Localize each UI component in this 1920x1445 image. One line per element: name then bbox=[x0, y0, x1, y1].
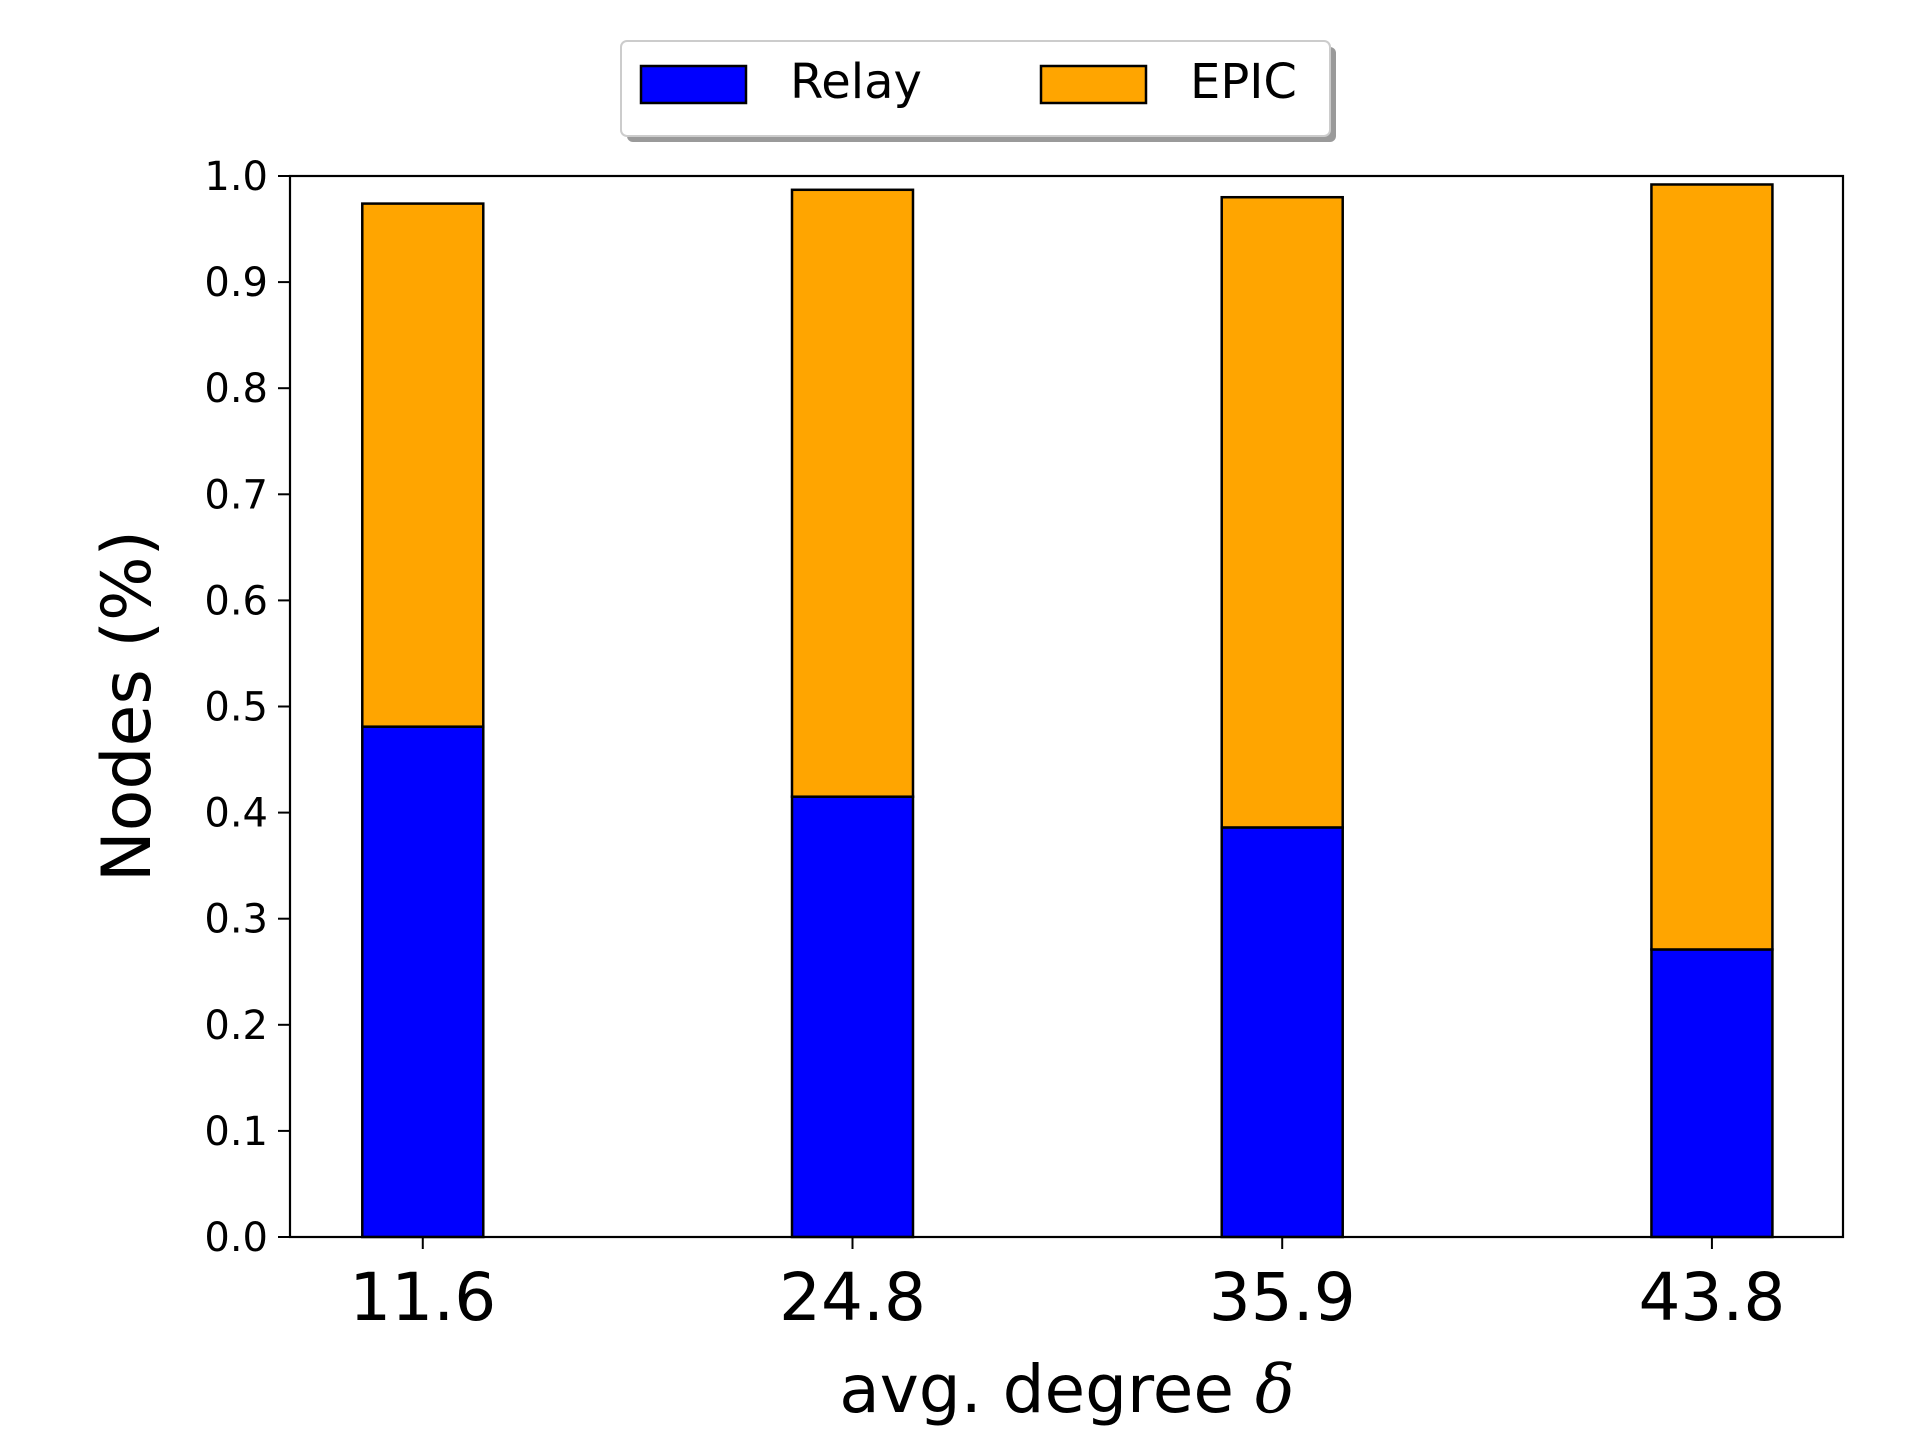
y-tick-label: 0.4 bbox=[204, 791, 268, 837]
y-axis-label: Nodes (%) bbox=[88, 530, 167, 882]
y-axis: 0.0 0.1 0.2 0.3 0.4 0.5 0.6 0.7 0.8 0.9 1.0 bbox=[204, 154, 290, 1261]
legend-label-relay: Relay bbox=[790, 54, 922, 110]
bar-epic-1 bbox=[361, 202, 485, 728]
x-axis: 11.6 24.8 35.9 43.8 bbox=[349, 1237, 1785, 1336]
bar-relay-3 bbox=[1220, 826, 1344, 1239]
x-tick-label: 35.9 bbox=[1209, 1259, 1356, 1336]
bar-relay-4 bbox=[1650, 948, 1774, 1239]
bar-relay-1 bbox=[361, 725, 485, 1239]
y-tick-label: 0.3 bbox=[204, 897, 268, 943]
x-tick-label: 24.8 bbox=[779, 1259, 926, 1336]
y-tick-label: 0.7 bbox=[204, 472, 268, 518]
y-tick-label: 0.9 bbox=[204, 260, 268, 306]
bar-epic-4 bbox=[1650, 183, 1774, 951]
y-tick-label: 0.1 bbox=[204, 1109, 268, 1155]
bar-epic-2 bbox=[790, 188, 915, 798]
x-tick-label: 43.8 bbox=[1638, 1259, 1785, 1336]
y-tick-label: 0.5 bbox=[204, 685, 268, 731]
x-axis-label: avg. degree δ bbox=[839, 1351, 1294, 1428]
bar-epic-3 bbox=[1220, 195, 1344, 829]
y-tick-label: 0.0 bbox=[204, 1215, 268, 1261]
y-tick-label: 0.8 bbox=[204, 366, 268, 412]
y-tick-label: 0.2 bbox=[204, 1003, 268, 1049]
legend-swatch-relay bbox=[639, 64, 748, 105]
y-tick-label: 0.6 bbox=[204, 578, 268, 624]
legend: Relay EPIC bbox=[620, 40, 1336, 142]
bar-relay-2 bbox=[790, 795, 915, 1239]
x-axis-label-symbol: δ bbox=[1255, 1351, 1295, 1428]
legend-box bbox=[620, 40, 1331, 137]
bars-layer bbox=[361, 183, 1774, 1239]
legend-swatch-epic bbox=[1039, 64, 1148, 105]
plot-frame bbox=[288, 174, 1845, 1239]
y-tick-label: 1.0 bbox=[204, 154, 268, 200]
legend-items: Relay EPIC bbox=[639, 54, 1297, 110]
x-axis-label-text: avg. degree bbox=[839, 1351, 1255, 1428]
x-tick-label: 11.6 bbox=[349, 1259, 496, 1336]
legend-label-epic: EPIC bbox=[1190, 54, 1297, 110]
